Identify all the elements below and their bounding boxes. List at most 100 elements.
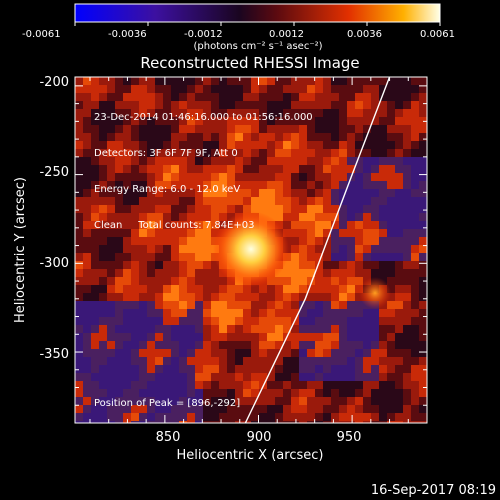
image-pixel [355, 197, 363, 205]
image-pixel [339, 77, 347, 85]
image-pixel [371, 197, 379, 205]
image-pixel [275, 301, 283, 309]
image-pixel [259, 333, 267, 341]
image-pixel [187, 109, 195, 117]
image-pixel [155, 245, 163, 253]
image-pixel [403, 253, 411, 261]
image-pixel [283, 317, 291, 325]
image-pixel [283, 269, 291, 277]
image-pixel [355, 213, 363, 221]
image-pixel [347, 221, 355, 229]
image-pixel [163, 405, 171, 413]
image-pixel [395, 205, 403, 213]
image-pixel [379, 413, 387, 421]
image-pixel [131, 277, 139, 285]
image-pixel [227, 293, 235, 301]
image-pixel [203, 173, 211, 181]
image-pixel [195, 141, 203, 149]
image-pixel [235, 293, 243, 301]
image-pixel [187, 261, 195, 269]
image-pixel [331, 413, 339, 421]
image-pixel [307, 405, 315, 413]
image-pixel [371, 381, 379, 389]
image-pixel [227, 77, 235, 85]
image-pixel [83, 77, 91, 85]
image-pixel [107, 109, 115, 117]
image-pixel [131, 381, 139, 389]
image-pixel [139, 269, 147, 277]
image-pixel [379, 253, 387, 261]
image-pixel [179, 229, 187, 237]
image-pixel [339, 149, 347, 157]
image-pixel [395, 317, 403, 325]
image-pixel [139, 413, 147, 421]
image-pixel [347, 117, 355, 125]
image-pixel [115, 373, 123, 381]
image-pixel [227, 133, 235, 141]
image-pixel [283, 373, 291, 381]
image-pixel [155, 301, 163, 309]
image-pixel [187, 269, 195, 277]
image-pixel [419, 389, 427, 397]
image-pixel [179, 253, 187, 261]
image-pixel [75, 381, 83, 389]
image-pixel [347, 309, 355, 317]
colorbar-tick-4: 0.0036 [347, 29, 382, 40]
image-pixel [331, 349, 339, 357]
image-pixel [115, 237, 123, 245]
image-pixel [235, 197, 243, 205]
image-pixel [115, 205, 123, 213]
image-pixel [99, 373, 107, 381]
image-pixel [75, 357, 83, 365]
image-pixel [107, 285, 115, 293]
image-pixel [259, 125, 267, 133]
image-pixel [259, 109, 267, 117]
image-pixel [147, 245, 155, 253]
image-pixel [195, 93, 203, 101]
image-pixel [91, 365, 99, 373]
info-line-detectors: Detectors: 3F 6F 7F 9F, Att 0 [94, 148, 238, 159]
image-pixel [211, 341, 219, 349]
image-pixel [123, 317, 131, 325]
image-pixel [99, 141, 107, 149]
image-pixel [75, 133, 83, 141]
image-pixel [227, 189, 235, 197]
image-pixel [179, 389, 187, 397]
image-pixel [147, 261, 155, 269]
image-pixel [371, 133, 379, 141]
image-pixel [363, 109, 371, 117]
image-pixel [299, 133, 307, 141]
image-pixel [219, 285, 227, 293]
image-pixel [155, 333, 163, 341]
image-pixel [387, 189, 395, 197]
image-pixel [355, 309, 363, 317]
image-pixel [267, 125, 275, 133]
image-pixel [251, 381, 259, 389]
image-pixel [411, 365, 419, 373]
image-pixel [307, 181, 315, 189]
image-pixel [139, 173, 147, 181]
image-pixel [91, 373, 99, 381]
image-pixel [267, 405, 275, 413]
image-pixel [75, 373, 83, 381]
image-pixel [99, 157, 107, 165]
image-pixel [107, 357, 115, 365]
image-pixel [131, 165, 139, 173]
image-pixel [211, 85, 219, 93]
image-pixel [323, 205, 331, 213]
image-pixel [163, 229, 171, 237]
image-pixel [331, 397, 339, 405]
image-pixel [267, 357, 275, 365]
image-pixel [147, 229, 155, 237]
image-pixel [307, 301, 315, 309]
image-pixel [131, 125, 139, 133]
image-pixel [211, 413, 219, 421]
image-pixel [291, 253, 299, 261]
image-pixel [411, 397, 419, 405]
image-pixel [371, 389, 379, 397]
image-pixel [403, 117, 411, 125]
image-pixel [115, 197, 123, 205]
image-pixel [419, 405, 427, 413]
image-pixel [203, 237, 211, 245]
image-pixel [235, 413, 243, 421]
